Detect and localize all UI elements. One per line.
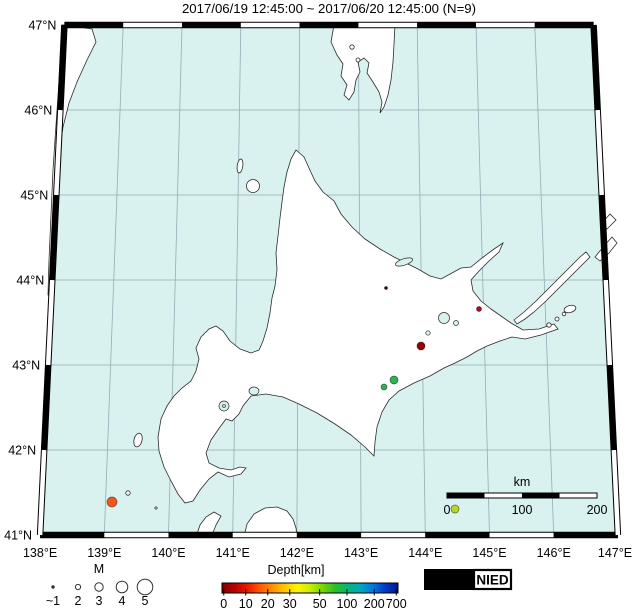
magnitude-sample-4 bbox=[115, 580, 129, 594]
sakhalin-islet bbox=[349, 44, 355, 50]
lake-mashu bbox=[453, 320, 459, 326]
magnitude-sample-5 bbox=[136, 578, 154, 596]
hinet-nied-logo: Hi-net NIED bbox=[424, 568, 513, 591]
lake-shikotsu bbox=[248, 386, 260, 396]
lon-label-147: 147°E bbox=[598, 546, 632, 560]
lon-label-138: 138°E bbox=[23, 546, 57, 560]
depth-tick-label: 50 bbox=[313, 597, 327, 610]
earthquake-marker-4 bbox=[389, 375, 399, 385]
depth-tick-label: 30 bbox=[283, 597, 297, 610]
rishiri-island bbox=[246, 179, 260, 193]
oshima-islet bbox=[125, 490, 131, 496]
kunashiri-island bbox=[513, 251, 591, 325]
depth-tick-label: 100 bbox=[337, 597, 358, 610]
earthquake-marker-7 bbox=[450, 504, 460, 514]
lon-label-142: 142°E bbox=[280, 546, 314, 560]
scale-tick-200: 200 bbox=[587, 503, 608, 517]
earthquake-markers bbox=[106, 286, 482, 514]
earthquake-marker-5 bbox=[380, 383, 388, 391]
earthquake-marker-2 bbox=[416, 341, 426, 351]
frame-segment bbox=[54, 109, 63, 196]
scale-bar-unit: km bbox=[514, 475, 531, 489]
magnitude-sample-label: 3 bbox=[96, 594, 103, 608]
lon-label-141: 141°E bbox=[216, 546, 250, 560]
sakhalin-tip bbox=[330, 24, 396, 114]
lake-saroma bbox=[395, 257, 413, 267]
frame-segment bbox=[611, 449, 621, 536]
frame-segment bbox=[591, 24, 600, 111]
magnitude-sample-3 bbox=[94, 582, 104, 592]
lat-label-42: 42°N bbox=[8, 444, 36, 458]
hinet-logo-text: Hi-net bbox=[430, 573, 468, 588]
lat-label-43: 43°N bbox=[12, 359, 40, 373]
frame-segment bbox=[37, 449, 47, 536]
habomai-islet bbox=[546, 322, 552, 328]
depth-tick-label: 200 bbox=[364, 597, 385, 610]
frame-segment bbox=[50, 194, 59, 281]
magnitude-legend: M ~1 2 3 4 5 bbox=[46, 562, 154, 608]
depth-colorbar-ticks: 0 10 20 30 50 100 200 700 bbox=[220, 589, 407, 611]
lon-label-145: 145°E bbox=[472, 546, 506, 560]
map-title: 2017/06/19 12:45:00 ~ 2017/06/20 12:45:0… bbox=[182, 1, 476, 16]
magnitude-sample-label: 4 bbox=[119, 594, 126, 608]
nied-logo-box bbox=[472, 568, 513, 591]
frame-segment bbox=[595, 109, 604, 196]
scale-tick-100: 100 bbox=[512, 503, 533, 517]
depth-tick-label: 10 bbox=[239, 597, 253, 610]
nied-logo-text: NIED bbox=[476, 573, 509, 588]
earthquake-marker-1 bbox=[106, 496, 118, 508]
lon-label-143: 143°E bbox=[344, 546, 378, 560]
frame-segment bbox=[599, 194, 608, 281]
lat-label-44: 44°N bbox=[16, 274, 44, 288]
magnitude-sample-label: ~1 bbox=[46, 594, 60, 608]
rebun-island bbox=[236, 158, 244, 174]
lake-toya-island bbox=[222, 404, 226, 408]
lakes bbox=[218, 312, 459, 412]
magnitude-legend-title: M bbox=[94, 562, 104, 576]
frame-segment bbox=[603, 279, 613, 366]
frame-segment bbox=[58, 24, 67, 111]
scale-bar: km 0 100 200 bbox=[444, 475, 608, 517]
lon-label-139: 139°E bbox=[87, 546, 121, 560]
hinet-logo-box bbox=[424, 569, 473, 590]
scale-tick-0: 0 bbox=[444, 503, 451, 517]
latitude-labels: 47°N 46°N 45°N 44°N 43°N 42°N 41°N bbox=[4, 19, 56, 543]
lon-label-140: 140°E bbox=[151, 546, 185, 560]
lake-akan bbox=[425, 330, 431, 336]
magnitude-sample-label: 5 bbox=[142, 594, 149, 608]
depth-tick-label: 0 bbox=[220, 597, 227, 610]
hokkaido-landmass bbox=[157, 149, 559, 504]
earthquake-marker-6 bbox=[384, 286, 388, 290]
habomai-islet bbox=[561, 311, 567, 317]
magnitude-sample-label: 2 bbox=[75, 594, 82, 608]
earthquake-marker-3 bbox=[476, 306, 482, 312]
depth-colorbar bbox=[221, 582, 399, 594]
depth-legend-title: Depth[km] bbox=[268, 563, 325, 577]
scale-bar-outline bbox=[446, 492, 598, 499]
lat-label-45: 45°N bbox=[20, 189, 48, 203]
lake-kussharo bbox=[438, 312, 450, 324]
shikotan-island bbox=[563, 304, 577, 314]
longitude-labels: 138°E 139°E 140°E 141°E 142°E 143°E 144°E 145°E… bbox=[23, 546, 632, 560]
sakhalin-islet bbox=[355, 57, 361, 63]
lon-label-146: 146°E bbox=[537, 546, 571, 560]
depth-tick-label: 700 bbox=[386, 597, 407, 610]
habomai-islet bbox=[554, 316, 560, 322]
magnitude-sample-2 bbox=[74, 583, 82, 591]
lat-label-46: 46°N bbox=[24, 104, 52, 118]
magnitude-sample-~1 bbox=[51, 585, 55, 589]
depth-tick-label: 20 bbox=[261, 597, 275, 610]
frame-segment bbox=[607, 364, 617, 451]
frame-segment bbox=[45, 279, 55, 366]
map-frame bbox=[36, 21, 622, 539]
lon-label-144: 144°E bbox=[408, 546, 442, 560]
kojima-islet bbox=[154, 506, 158, 510]
depth-legend: Depth[km] 0 10 20 30 50 100 200 700 bbox=[220, 563, 407, 611]
lat-label-47: 47°N bbox=[28, 19, 56, 33]
okushiri-island bbox=[133, 432, 143, 448]
frame-segment bbox=[41, 364, 51, 451]
lat-label-41: 41°N bbox=[4, 529, 32, 543]
